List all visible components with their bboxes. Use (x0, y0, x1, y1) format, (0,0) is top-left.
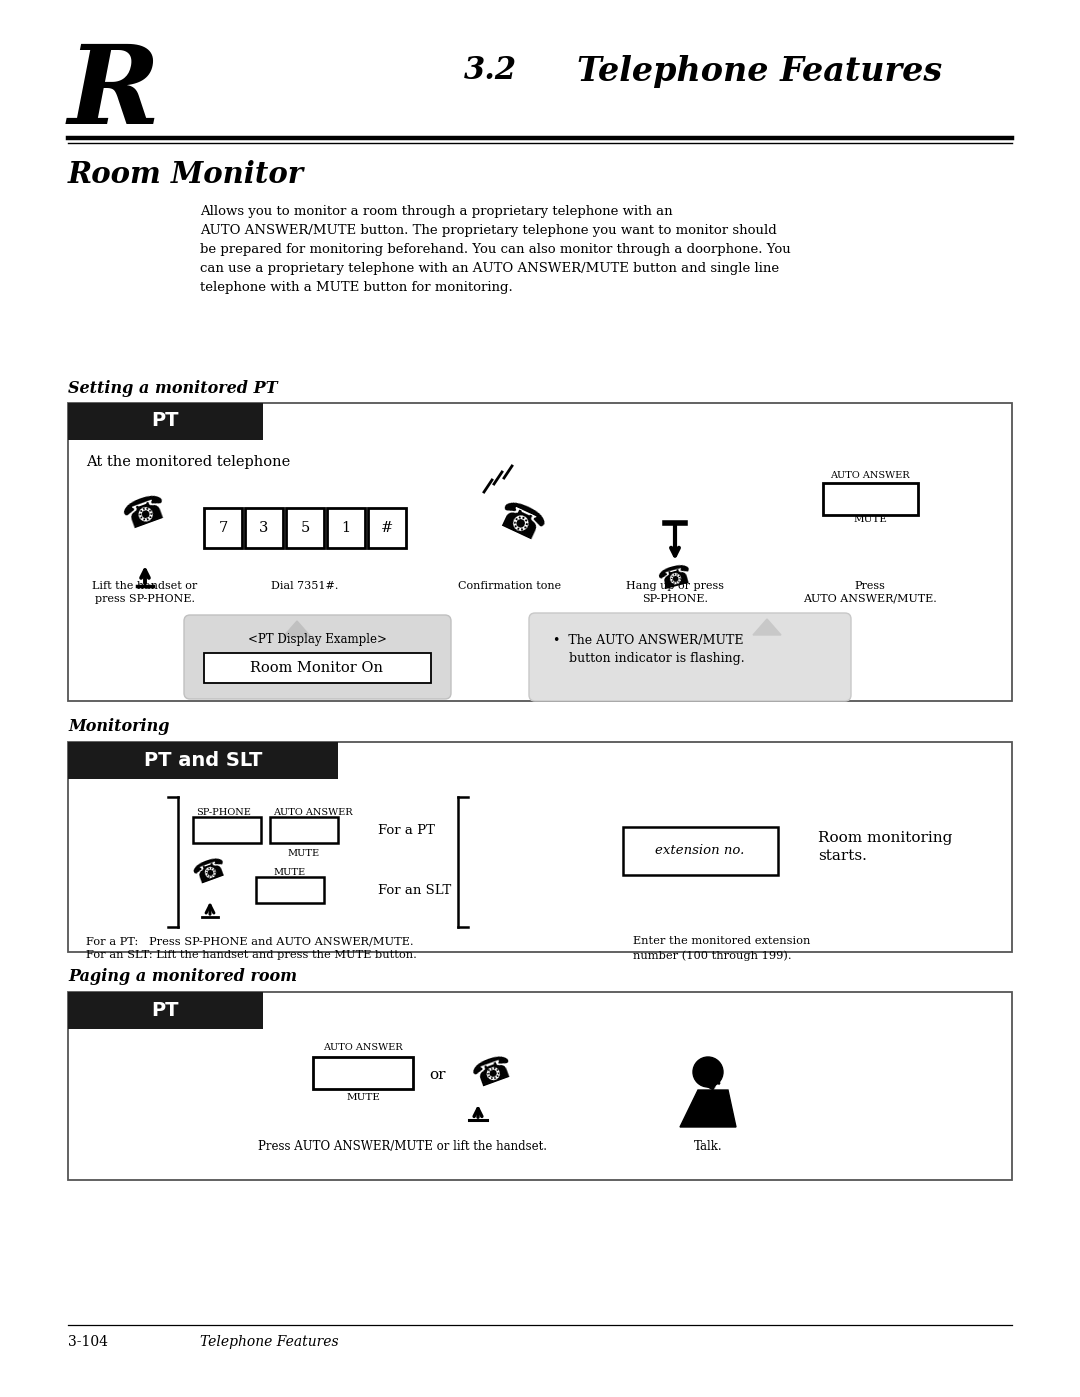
Text: Monitoring: Monitoring (68, 718, 170, 735)
Text: 1: 1 (341, 521, 351, 535)
Text: For an SLT: Lift the handset and press the MUTE button.: For an SLT: Lift the handset and press t… (86, 950, 417, 960)
Polygon shape (680, 1090, 735, 1127)
Text: AUTO ANSWER: AUTO ANSWER (323, 1044, 403, 1052)
Text: extension no.: extension no. (656, 845, 745, 858)
Text: 5: 5 (300, 521, 310, 535)
Text: For an SLT: For an SLT (378, 883, 451, 897)
Bar (68, 992, 1012, 1180)
Bar (368, 509, 406, 548)
Text: number (100 through 199).: number (100 through 199). (633, 950, 792, 961)
Text: SP-PHONE: SP-PHONE (195, 807, 251, 817)
Text: Hang up or press
SP-PHONE.: Hang up or press SP-PHONE. (626, 581, 724, 604)
Text: MUTE: MUTE (853, 515, 887, 524)
FancyBboxPatch shape (184, 615, 451, 698)
Text: Confirmation tone: Confirmation tone (458, 581, 562, 591)
Text: 7: 7 (218, 521, 228, 535)
Text: 3.2: 3.2 (463, 54, 516, 87)
Text: ☎: ☎ (654, 560, 696, 597)
Text: Room Monitor: Room Monitor (68, 161, 305, 189)
Bar (270, 817, 338, 842)
Bar (245, 509, 283, 548)
Text: R: R (68, 41, 160, 148)
Bar (68, 742, 1012, 951)
Text: ☎: ☎ (490, 496, 550, 550)
Text: Room Monitor On: Room Monitor On (251, 661, 383, 675)
Bar (256, 877, 324, 902)
Bar (68, 742, 338, 780)
Text: PT: PT (151, 412, 179, 430)
Text: ☎: ☎ (692, 1067, 724, 1097)
Bar (68, 402, 1012, 701)
Text: 3-104: 3-104 (68, 1336, 108, 1350)
Text: ☎: ☎ (468, 1049, 518, 1095)
Text: ☎: ☎ (189, 854, 231, 891)
FancyBboxPatch shape (529, 613, 851, 701)
Text: Press
AUTO ANSWER/MUTE.: Press AUTO ANSWER/MUTE. (804, 581, 936, 604)
Text: or: or (430, 1067, 446, 1083)
Text: •  The AUTO ANSWER/MUTE
    button indicator is flashing.: • The AUTO ANSWER/MUTE button indicator … (553, 634, 744, 665)
Text: Telephone Features: Telephone Features (200, 1336, 339, 1350)
Text: Press AUTO ANSWER/MUTE or lift the handset.: Press AUTO ANSWER/MUTE or lift the hands… (258, 1140, 548, 1153)
Circle shape (693, 1058, 723, 1087)
Text: Setting a monitored PT: Setting a monitored PT (68, 380, 278, 397)
Text: Lift the handset or
press SP-PHONE.: Lift the handset or press SP-PHONE. (93, 581, 198, 604)
Text: MUTE: MUTE (274, 868, 306, 877)
Text: At the monitored telephone: At the monitored telephone (86, 455, 291, 469)
Bar (193, 817, 261, 842)
Text: Room monitoring
starts.: Room monitoring starts. (818, 831, 953, 863)
Bar (327, 509, 365, 548)
Text: ☎: ☎ (118, 489, 172, 536)
Bar (68, 402, 264, 440)
Text: PT: PT (151, 1000, 179, 1020)
Polygon shape (283, 622, 311, 637)
Text: Enter the monitored extension: Enter the monitored extension (633, 936, 810, 946)
Polygon shape (753, 619, 781, 636)
Text: <PT Display Example>: <PT Display Example> (247, 633, 387, 645)
Text: MUTE: MUTE (346, 1092, 380, 1102)
Text: AUTO ANSWER: AUTO ANSWER (831, 471, 909, 481)
Bar (204, 509, 242, 548)
Text: AUTO ANSWER: AUTO ANSWER (273, 807, 353, 817)
Bar (313, 1058, 413, 1090)
Bar (823, 483, 918, 515)
Text: Talk.: Talk. (693, 1140, 723, 1153)
Bar (623, 827, 778, 875)
Bar (204, 652, 431, 683)
Bar (68, 992, 264, 1030)
Text: MUTE: MUTE (288, 849, 320, 858)
Text: Allows you to monitor a room through a proprietary telephone with an
AUTO ANSWER: Allows you to monitor a room through a p… (200, 205, 791, 293)
Text: Dial 7351#.: Dial 7351#. (271, 581, 339, 591)
Text: Paging a monitored room: Paging a monitored room (68, 968, 297, 985)
Text: Telephone Features: Telephone Features (578, 54, 943, 88)
Text: PT and SLT: PT and SLT (144, 750, 262, 770)
Text: For a PT:   Press SP-PHONE and AUTO ANSWER/MUTE.: For a PT: Press SP-PHONE and AUTO ANSWER… (86, 936, 414, 946)
Bar (286, 509, 324, 548)
Text: For a PT: For a PT (378, 823, 435, 837)
Text: #: # (381, 521, 393, 535)
Text: 3: 3 (259, 521, 269, 535)
